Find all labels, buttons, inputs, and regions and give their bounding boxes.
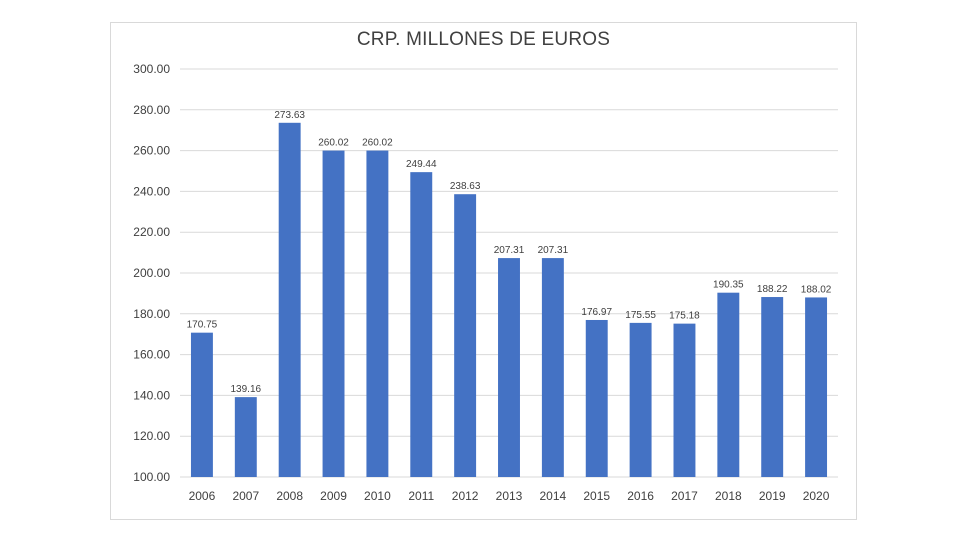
y-tick-label: 220.00: [133, 225, 170, 239]
bar: [454, 194, 477, 477]
data-label: 207.31: [538, 245, 569, 256]
bar: [278, 122, 301, 477]
bar: [585, 319, 608, 477]
bar: [322, 150, 345, 477]
bar: [190, 332, 213, 477]
data-label: 238.63: [450, 181, 481, 192]
x-tick-label: 2020: [803, 489, 830, 503]
bar: [761, 297, 784, 477]
data-label: 207.31: [494, 245, 525, 256]
x-tick-label: 2018: [715, 489, 742, 503]
bar: [805, 297, 828, 477]
y-tick-label: 280.00: [133, 103, 170, 117]
y-tick-label: 180.00: [133, 307, 170, 321]
chart-title: CRP. MILLONES DE EUROS: [356, 29, 611, 50]
bar: [410, 172, 433, 477]
x-tick-label: 2015: [583, 489, 610, 503]
bar: [234, 397, 257, 477]
y-tick-label: 140.00: [133, 388, 170, 402]
y-tick-label: 300.00: [133, 62, 170, 76]
chart-frame: CRP. MILLONES DE EUROS: [110, 22, 857, 520]
bar: [366, 150, 389, 477]
x-tick-label: 2017: [671, 489, 698, 503]
data-label: 188.02: [801, 284, 832, 295]
bar: [629, 322, 652, 477]
x-tick-label: 2016: [627, 489, 654, 503]
x-tick-label: 2014: [540, 489, 567, 503]
y-tick-label: 200.00: [133, 266, 170, 280]
x-tick-label: 2010: [364, 489, 391, 503]
x-tick-label: 2019: [759, 489, 786, 503]
x-tick-label: 2011: [408, 489, 434, 503]
data-label: 260.02: [362, 138, 393, 149]
y-tick-label: 100.00: [133, 470, 170, 484]
data-label: 139.16: [231, 384, 262, 395]
data-label: 170.75: [187, 320, 218, 331]
x-tick-label: 2009: [320, 489, 347, 503]
x-tick-label: 2012: [452, 489, 479, 503]
data-label: 175.18: [669, 311, 700, 322]
data-label: 176.97: [581, 307, 612, 318]
data-label: 249.44: [406, 159, 437, 170]
y-tick-label: 160.00: [133, 348, 170, 362]
y-axis-tick-labels: 100.00 120.00 140.00 160.00 180.00 200.00 220.…: [133, 62, 170, 484]
y-tick-label: 120.00: [133, 429, 170, 443]
data-label: 175.55: [625, 310, 656, 321]
data-labels: 170.75 139.16 273.63 260.02 260.02 249.44 238.…: [187, 110, 832, 395]
data-label: 260.02: [318, 138, 349, 149]
y-tick-label: 240.00: [133, 184, 170, 198]
y-tick-label: 260.00: [133, 144, 170, 158]
bar: [498, 258, 520, 477]
x-tick-label: 2006: [189, 489, 216, 503]
x-tick-label: 2013: [496, 489, 523, 503]
x-tick-label: 2007: [232, 489, 259, 503]
x-axis-tick-labels: 2006 2007 2008 2009 2010 2011 2012 2013 2014 2015…: [189, 489, 830, 503]
data-label: 188.22: [757, 284, 788, 295]
data-label: 273.63: [274, 110, 305, 121]
data-label: 190.35: [713, 280, 744, 291]
x-tick-label: 2008: [276, 489, 303, 503]
bar: [541, 258, 564, 477]
bars: [190, 122, 828, 477]
bar: [673, 323, 696, 477]
bar: [717, 292, 740, 477]
